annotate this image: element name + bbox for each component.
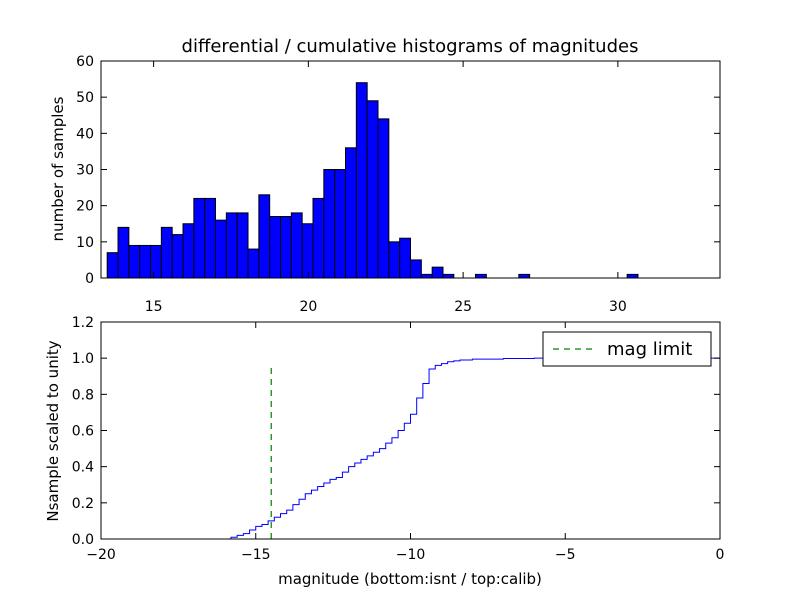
histogram-bar bbox=[128, 244, 141, 279]
y-tick-label: 0.6 bbox=[72, 424, 94, 440]
histogram-bar bbox=[106, 252, 119, 279]
x-tick-label: 30 bbox=[609, 299, 627, 315]
histogram-bar bbox=[247, 248, 260, 279]
y-tick-label: 1.2 bbox=[72, 315, 94, 331]
bottom-xlabel: magnitude (bottom:isnt / top:calib) bbox=[278, 570, 542, 588]
y-tick-label: 10 bbox=[76, 235, 94, 251]
histogram-bar bbox=[182, 223, 195, 279]
bottom-ylabel: Nsample scaled to unity bbox=[44, 340, 62, 521]
histogram-bar bbox=[420, 273, 433, 279]
y-tick-label: 0.2 bbox=[72, 496, 94, 512]
y-tick-label: 40 bbox=[76, 126, 94, 142]
x-tick-label: 0 bbox=[716, 547, 725, 563]
histogram-bar bbox=[410, 259, 422, 279]
histogram-bar bbox=[290, 212, 303, 279]
y-tick-label: 20 bbox=[76, 199, 94, 215]
y-tick-label: 30 bbox=[76, 163, 94, 179]
histogram-bar bbox=[236, 212, 249, 279]
histogram-bar bbox=[160, 226, 173, 279]
x-tick-label: 20 bbox=[299, 299, 317, 315]
top-histogram: differential / cumulative histograms of … bbox=[49, 36, 721, 315]
x-tick-label: −20 bbox=[86, 547, 116, 563]
histogram-bar bbox=[399, 237, 412, 279]
histogram-bar bbox=[377, 118, 390, 279]
legend-label-mag-limit: mag limit bbox=[607, 339, 692, 360]
histogram-bar bbox=[117, 226, 130, 279]
y-tick-label: 0 bbox=[85, 271, 94, 287]
histogram-bar bbox=[204, 197, 217, 279]
histogram-bar bbox=[139, 244, 152, 279]
y-tick-label: 0.0 bbox=[72, 532, 94, 548]
y-tick-label: 1.0 bbox=[72, 351, 94, 367]
histogram-bar bbox=[269, 216, 282, 279]
histogram-bar bbox=[474, 273, 487, 279]
histogram-bar bbox=[345, 147, 357, 279]
bottom-series bbox=[101, 357, 721, 540]
histogram-bar bbox=[258, 194, 271, 279]
bottom-cumulative: 0.0 0.2 0.4 0.6 0.8 1.0 1.2 −20 −15 −10 −5 0 Nsampl… bbox=[44, 315, 724, 588]
top-ylabel: number of samples bbox=[49, 96, 67, 241]
histogram-bar bbox=[280, 216, 292, 279]
x-tick-label: −15 bbox=[241, 547, 271, 563]
top-bars bbox=[106, 82, 639, 279]
top-ticks: 0 10 20 30 40 50 60 15 20 25 30 bbox=[76, 54, 720, 315]
y-tick-label: 0.4 bbox=[72, 460, 94, 476]
y-tick-label: 60 bbox=[76, 54, 94, 70]
x-tick-label: 25 bbox=[454, 299, 472, 315]
histogram-bar bbox=[301, 223, 314, 279]
histogram-bar bbox=[388, 241, 401, 279]
histogram-bar bbox=[225, 212, 238, 279]
histogram-bar bbox=[215, 219, 227, 279]
bottom-ticks: 0.0 0.2 0.4 0.6 0.8 1.0 1.2 −20 −15 −10 −5 0 bbox=[72, 315, 725, 563]
histogram-bar bbox=[171, 234, 184, 279]
histogram-bar bbox=[334, 169, 347, 279]
y-tick-label: 0.8 bbox=[72, 387, 94, 403]
histogram-bar bbox=[518, 273, 531, 279]
cumulative-line bbox=[101, 357, 721, 540]
histogram-bar bbox=[312, 197, 325, 279]
histogram-bar bbox=[150, 244, 162, 279]
x-tick-label: −5 bbox=[555, 547, 576, 563]
histogram-bar bbox=[366, 100, 379, 279]
histogram-bar bbox=[442, 273, 455, 279]
legend: mag limit bbox=[542, 331, 712, 367]
histogram-bar bbox=[323, 169, 336, 279]
legend-box bbox=[542, 331, 712, 367]
x-tick-label: −10 bbox=[396, 547, 426, 563]
histogram-bar bbox=[431, 266, 444, 279]
chart-title: differential / cumulative histograms of … bbox=[182, 36, 639, 57]
histogram-bar bbox=[193, 197, 206, 279]
histogram-bar bbox=[355, 82, 368, 279]
y-tick-label: 50 bbox=[76, 90, 94, 106]
x-tick-label: 15 bbox=[145, 299, 163, 315]
histogram-bar bbox=[626, 273, 639, 279]
